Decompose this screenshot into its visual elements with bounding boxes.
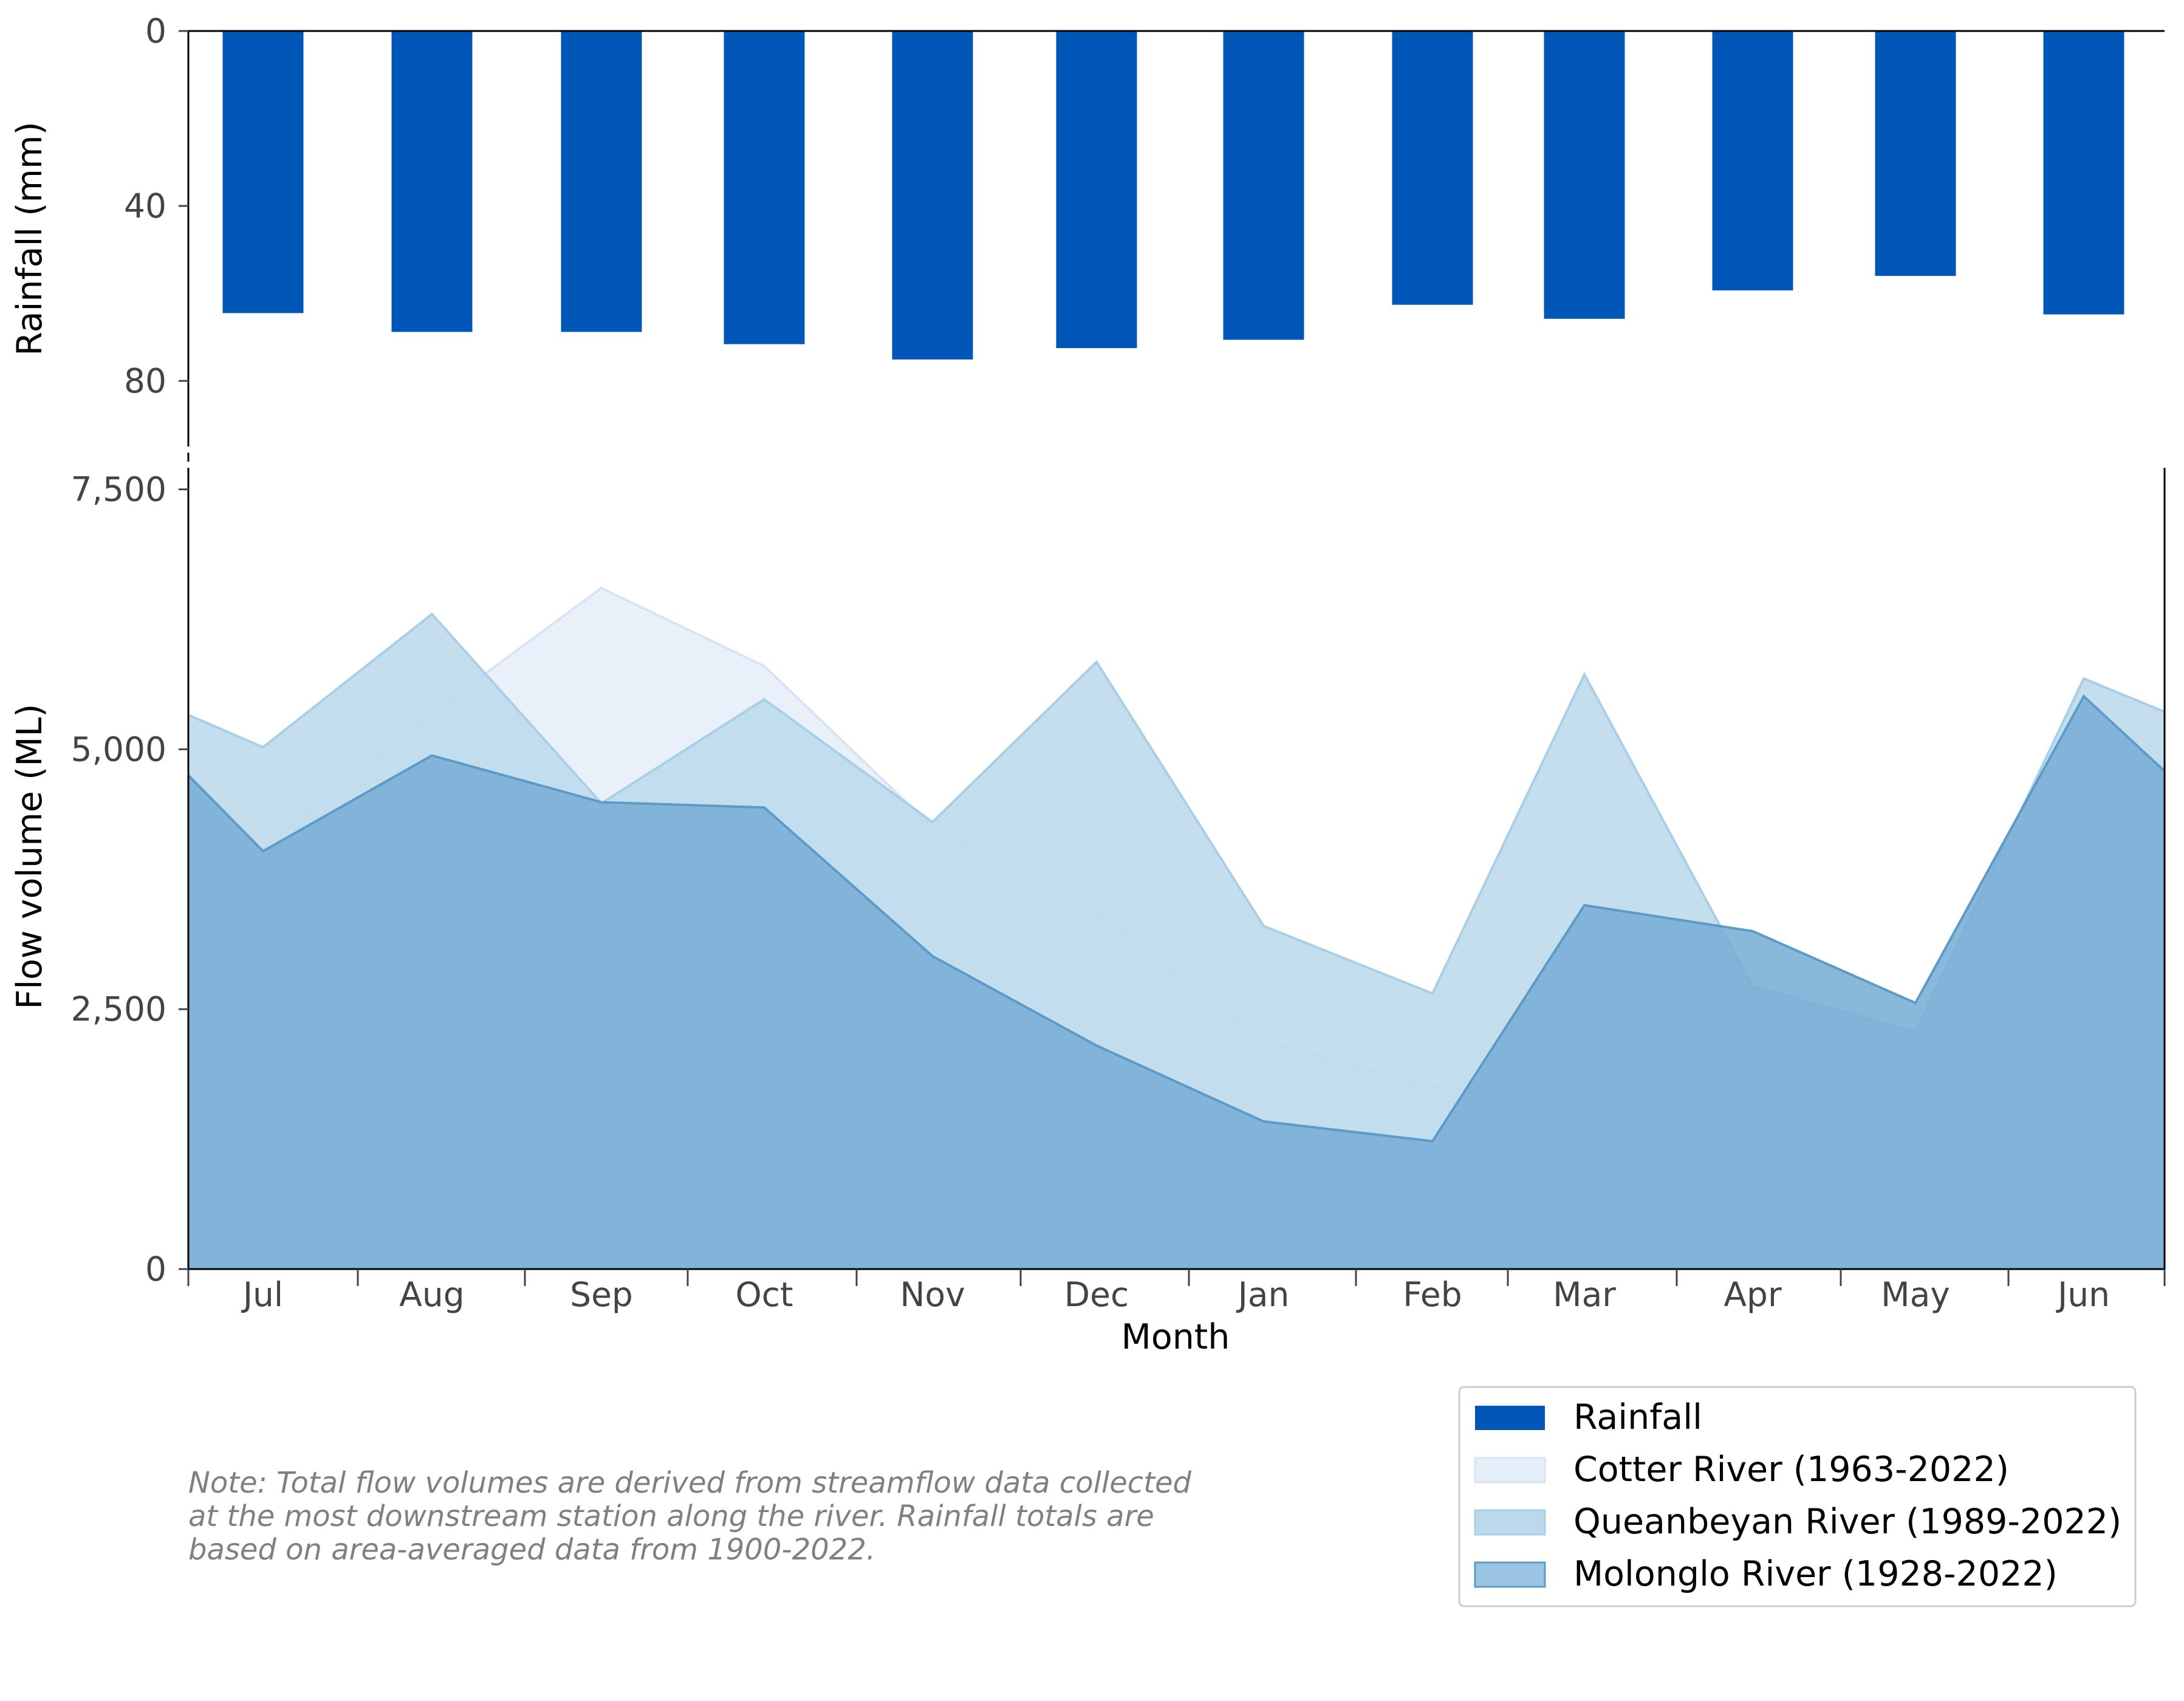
flow-tick-label-7500: 7,500 xyxy=(71,470,166,509)
x-tick-label-jul: Jul xyxy=(241,1275,283,1314)
rainfall-bar-jun xyxy=(2043,31,2124,315)
x-tick-label-dec: Dec xyxy=(1064,1275,1129,1314)
x-tick-label-aug: Aug xyxy=(399,1275,464,1314)
rainfall-bar-aug xyxy=(391,31,473,332)
rainfall-tick-label-0: 0 xyxy=(145,12,166,50)
note: Note: Total flow volumes are derived fro… xyxy=(188,1466,1192,1567)
line-molonglo xyxy=(187,694,2166,1143)
x-tick-label-jun: Jun xyxy=(2056,1275,2110,1314)
rainfall-bar-sep xyxy=(561,31,642,332)
rainfall-bar-feb xyxy=(1392,31,1473,305)
x-tick-label-sep: Sep xyxy=(570,1275,633,1314)
legend-label-cotter: Cotter River (1963-2022) xyxy=(1573,1449,2009,1490)
x-tick-label-mar: Mar xyxy=(1553,1275,1616,1314)
axes xyxy=(187,30,2166,1270)
rainfall-tick-label-80: 80 xyxy=(124,361,166,400)
note-line-3: based on area-averaged data from 1900-20… xyxy=(188,1533,875,1567)
legend-label-molonglo: Molonglo River (1928-2022) xyxy=(1573,1554,2058,1594)
ticks: 0 40 80 0 2,500 5,000 7,500 Jul Aug Sep Oct Nov Dec J… xyxy=(71,12,2166,1314)
legend-swatch-molonglo xyxy=(1474,1561,1546,1588)
rainfall-bar-jan xyxy=(1223,31,1304,340)
legend: Rainfall Cotter River (1963-2022) Queanb… xyxy=(1458,1386,2137,1607)
rainfall-bar-jul xyxy=(222,31,304,313)
flow-tick-label-2500: 2,500 xyxy=(71,990,166,1028)
x-tick-label-feb: Feb xyxy=(1403,1275,1462,1314)
rainfall-bar-nov xyxy=(892,31,973,360)
rainfall-bars xyxy=(222,31,2124,360)
x-tick-label-apr: Apr xyxy=(1724,1275,1782,1314)
area-molonglo xyxy=(188,696,2165,1269)
note-line-1: Note: Total flow volumes are derived fro… xyxy=(188,1466,1192,1500)
rainfall-bar-mar xyxy=(1544,31,1625,319)
x-axis-title: Month xyxy=(1121,1317,1230,1357)
flow-areas xyxy=(187,586,2166,1269)
legend-swatch-rainfall xyxy=(1475,1406,1545,1430)
rainfall-bar-apr xyxy=(1712,31,1793,290)
legend-swatch-queanbeyan xyxy=(1474,1509,1546,1536)
legend-box xyxy=(1458,1386,2137,1607)
flow-tick-label-5000: 5,000 xyxy=(71,730,166,768)
legend-label-rainfall: Rainfall xyxy=(1573,1397,1702,1437)
rainfall-bar-oct xyxy=(724,31,805,344)
rainfall-bar-dec xyxy=(1056,31,1137,348)
rainfall-tick-label-40: 40 xyxy=(124,187,166,225)
x-tick-label-jan: Jan xyxy=(1236,1275,1290,1314)
note-line-2: at the most downstream station along the… xyxy=(188,1499,1154,1533)
rainfall-bar-may xyxy=(1875,31,1956,276)
x-tick-label-may: May xyxy=(1881,1275,1950,1314)
rainfall-axis-title: Rainfall (mm) xyxy=(10,122,50,356)
x-tick-label-nov: Nov xyxy=(900,1275,965,1314)
x-tick-label-oct: Oct xyxy=(735,1275,793,1314)
flow-tick-label-0: 0 xyxy=(145,1250,166,1289)
legend-swatch-cotter xyxy=(1474,1457,1546,1484)
legend-label-queanbeyan: Queanbeyan River (1989-2022) xyxy=(1573,1502,2121,1542)
flow-axis-title: Flow volume (ML) xyxy=(10,704,50,1010)
